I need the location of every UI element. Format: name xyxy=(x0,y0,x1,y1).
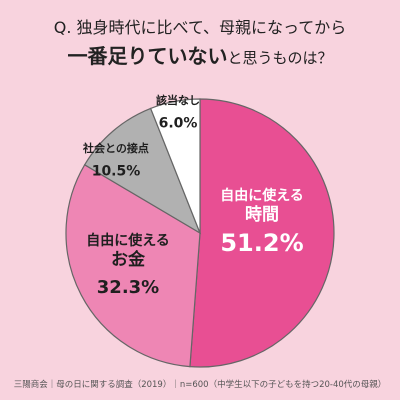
slice-label-line: 時間 xyxy=(245,204,279,225)
pie-slice-none xyxy=(149,98,201,234)
slice-value-money: 32.3% xyxy=(97,277,159,298)
pie-slice-money xyxy=(65,163,201,368)
slice-value-social: 10.5% xyxy=(92,163,141,179)
question-emphasis: 一番足りていない xyxy=(67,44,228,68)
source-footer: 三陽商会｜母の日に関する調査（2019）｜n=600（中学生以下の子どもを持つ2… xyxy=(13,380,387,390)
slice-label-line: 社会との接点 xyxy=(82,141,149,155)
slice-label-social: 社会との接点 10.5% xyxy=(82,141,149,179)
slice-label-line: お金 xyxy=(111,249,146,270)
question-line-1: Q. 独身時代に比べて、母親になってから xyxy=(53,18,347,37)
slice-value-none: 6.0% xyxy=(159,115,198,131)
question-line-2: 一番足りていないと思うものは？ xyxy=(0,40,400,69)
slice-label-line: 自由に使える xyxy=(220,187,304,204)
slice-value-time: 51.2% xyxy=(220,229,303,257)
slice-label-line: 自由に使える xyxy=(86,232,170,249)
slice-label-none: 該当なし 6.0% xyxy=(156,93,200,131)
pie-slice-social xyxy=(83,107,202,235)
question-rest: と思うものは？ xyxy=(227,49,333,67)
slice-label-line: 該当なし xyxy=(156,93,200,107)
pie-slice-time xyxy=(189,98,335,368)
